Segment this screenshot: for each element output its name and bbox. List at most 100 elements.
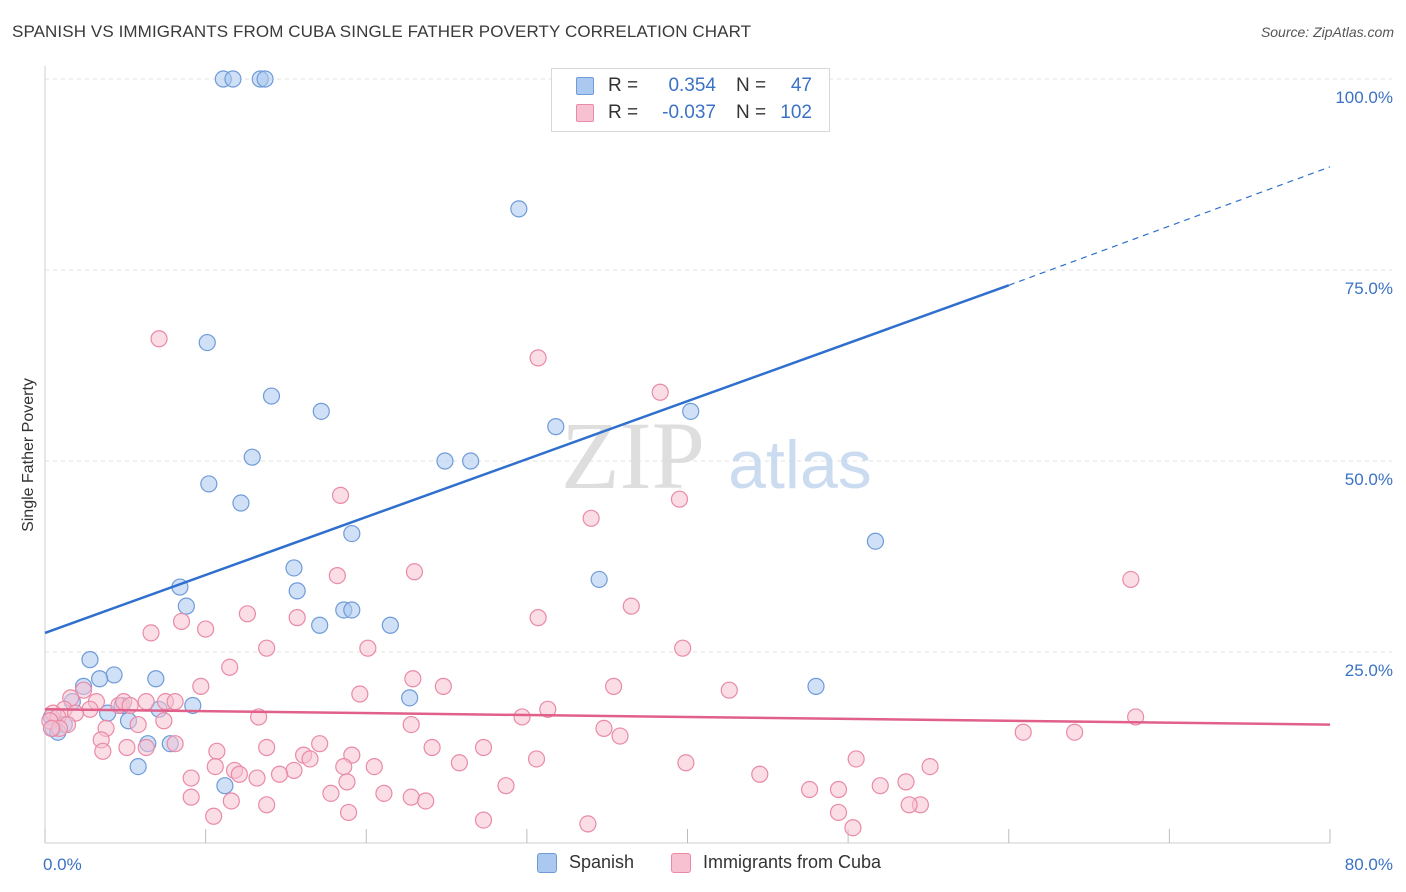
cuba-point	[402, 788, 420, 806]
trend-line-cuba	[44, 708, 1331, 726]
cuba-point	[288, 609, 306, 627]
legend-swatch-cuba	[671, 852, 691, 873]
cuba-point	[434, 677, 452, 695]
cuba-point	[497, 777, 515, 795]
cuba-point	[829, 803, 848, 822]
cuba-point	[513, 708, 531, 726]
cuba-point	[402, 715, 420, 734]
legend-label-spanish: Spanish	[569, 852, 635, 872]
cuba-point	[751, 765, 769, 783]
cuba-point	[1127, 708, 1145, 726]
legend-r-value: -0.037	[662, 102, 716, 123]
series-legend: Spanish Immigrants from Cuba	[0, 852, 1406, 878]
cuba-point	[311, 735, 329, 753]
spanish-point	[462, 452, 480, 470]
legend-r-value: 0.354	[668, 75, 716, 96]
legend-r-label: R =	[608, 75, 639, 96]
cuba-point	[248, 769, 266, 787]
y-tick-label: 100.0%	[1335, 88, 1393, 107]
legend-item-spanish[interactable]: Spanish	[537, 852, 634, 873]
trend-line-spanish-extension	[1008, 166, 1331, 286]
cuba-point	[208, 742, 226, 760]
cuba-point	[375, 784, 393, 802]
spanish-point	[200, 475, 218, 493]
spanish-point	[381, 616, 399, 634]
cuba-point	[900, 796, 918, 814]
cuba-point	[166, 735, 184, 753]
cuba-point	[1122, 570, 1140, 589]
cuba-point	[450, 754, 469, 772]
spanish-point	[91, 670, 109, 688]
legend-label-cuba: Immigrants from Cuba	[703, 852, 882, 872]
legend-swatch-spanish	[576, 77, 594, 95]
cuba-point	[677, 754, 695, 772]
cuba-point	[192, 677, 210, 695]
cuba-point	[42, 719, 61, 738]
spanish-point	[510, 200, 528, 218]
cuba-point	[270, 765, 289, 783]
cuba-point	[720, 681, 738, 699]
cuba-point	[474, 811, 493, 829]
legend-row-spanish: R = 0.354 N = 47	[576, 74, 812, 98]
spanish-point	[129, 757, 147, 776]
spanish-point	[216, 777, 234, 795]
y-tick-label: 75.0%	[1345, 279, 1393, 298]
cuba-point	[322, 784, 340, 802]
spanish-point	[312, 402, 330, 420]
cuba-point	[351, 685, 369, 703]
spanish-point	[232, 494, 250, 512]
cuba-point	[529, 349, 547, 367]
cuba-point	[129, 715, 147, 734]
spanish-point	[177, 597, 195, 615]
legend-n-label: N =	[736, 102, 767, 123]
cuba-point	[137, 738, 155, 757]
cuba-point	[405, 563, 424, 581]
cuba-point	[137, 693, 155, 711]
trend-line-spanish	[44, 284, 1010, 635]
cuba-point	[474, 738, 493, 757]
cuba-point	[222, 792, 240, 810]
cuba-point	[335, 757, 353, 776]
chart-title: SPANISH VS IMMIGRANTS FROM CUBA SINGLE F…	[12, 22, 752, 41]
cuba-point	[182, 788, 200, 806]
cuba-point	[206, 757, 224, 776]
cuba-point	[258, 738, 276, 757]
cuba-point	[605, 677, 623, 695]
spanish-point	[105, 666, 123, 684]
legend-n-value: 47	[790, 75, 812, 96]
spanish-point	[288, 582, 306, 600]
legend-swatch-cuba	[576, 104, 594, 122]
legend-row-cuba: R = -0.037 N = 102	[576, 101, 812, 125]
legend-item-cuba[interactable]: Immigrants from Cuba	[671, 852, 881, 873]
correlation-legend: R = 0.354 N = 47 R = -0.037 N = 102	[551, 68, 830, 132]
cuba-point	[94, 742, 112, 760]
spanish-point	[285, 559, 303, 577]
spanish-point	[343, 524, 361, 543]
cuba-point	[301, 750, 319, 768]
cuba-point	[238, 605, 256, 623]
cuba-point	[1066, 723, 1084, 741]
cuba-point	[182, 769, 200, 787]
watermark-atlas: atlas	[728, 427, 872, 503]
spanish-point	[256, 70, 274, 88]
spanish-point	[81, 651, 99, 669]
cuba-point	[670, 490, 689, 508]
source-label: Source: ZipAtlas.com	[1260, 24, 1394, 40]
spanish-point	[198, 333, 216, 352]
cuba-point	[595, 719, 613, 738]
x-tick-label: 0.0%	[43, 855, 82, 874]
cuba-point	[74, 681, 93, 699]
spanish-point	[436, 452, 454, 470]
cuba-point	[539, 700, 557, 718]
cuba-point	[651, 383, 669, 401]
cuba-point	[166, 693, 184, 711]
cuba-point	[172, 612, 191, 631]
cuba-point	[118, 738, 136, 757]
cuba-point	[258, 796, 276, 814]
cuba-point	[155, 712, 173, 730]
spanish-point	[184, 696, 202, 715]
cuba-point	[674, 639, 692, 657]
cuba-point	[258, 639, 276, 657]
cuba-point	[529, 609, 547, 627]
